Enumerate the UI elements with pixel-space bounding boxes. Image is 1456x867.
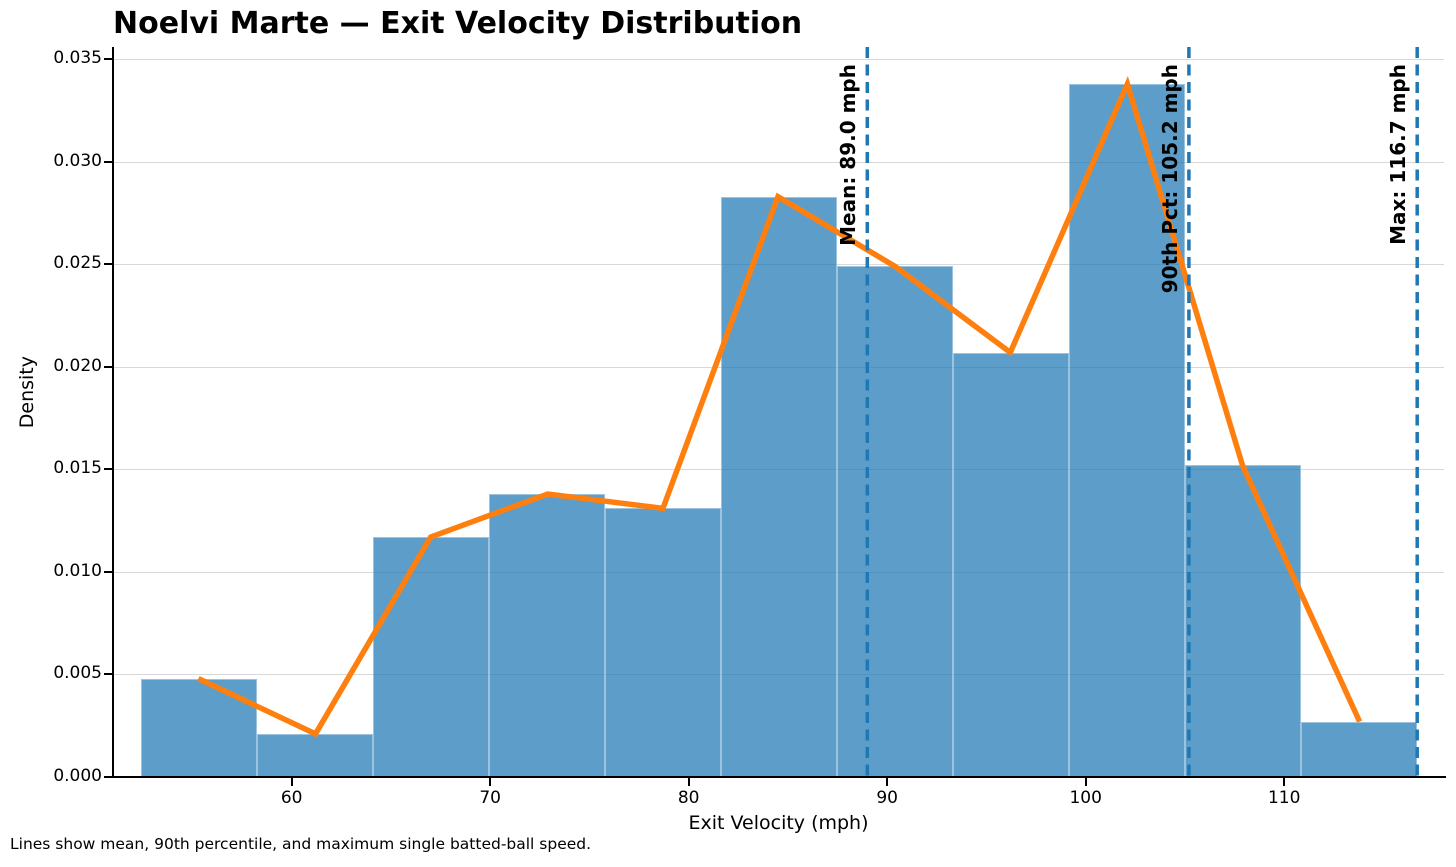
y-tick-label: 0.005 [53,663,102,684]
histogram-bar [1069,83,1186,777]
x-axis-spine [112,776,1446,778]
histogram-bar [836,266,954,777]
histogram-bar [256,733,373,777]
y-tick-label: 0.015 [53,458,102,479]
x-tick-label: 100 [1069,788,1102,808]
x-tick-label: 110 [1267,788,1301,808]
x-tick-label: 90 [876,788,898,808]
y-axis-spine [112,47,114,778]
y-tick-mark [104,365,112,368]
histogram-bar [953,352,1069,777]
x-tick-mark [290,778,293,786]
y-tick-mark [104,570,112,573]
x-tick-mark [886,778,889,786]
y-tick-label: 0.030 [53,150,102,171]
x-tick-mark [1283,778,1286,786]
density-line [197,75,1363,738]
x-tick-mark [687,778,690,786]
chart-footnote: Lines show mean, 90th percentile, and ma… [10,835,592,853]
y-tick-label: 0.010 [53,560,102,581]
y-tick-label: 0.000 [53,766,102,786]
x-axis-label: Exit Velocity (mph) [688,812,869,834]
y-tick-mark [104,160,112,163]
y-tick-mark [104,673,112,676]
gridline [113,59,1444,61]
x-tick-label: 60 [280,788,303,808]
chart-lines-layer [197,47,1419,777]
y-tick-label: 0.020 [53,355,102,376]
x-tick-label: 70 [479,788,501,808]
chart-title: Noelvi Marte — Exit Velocity Distributio… [113,6,803,41]
histogram-bar [721,196,837,777]
y-tick-label: 0.025 [53,253,102,274]
histogram-bar [1185,465,1302,777]
y-tick-mark [104,58,112,61]
histogram-bar [372,537,489,777]
x-tick-mark [1084,778,1087,786]
y-tick-mark [104,776,112,778]
x-tick-label: 80 [677,788,700,808]
y-tick-mark [104,468,112,471]
y-tick-label: 0.035 [53,48,102,69]
plot-area [113,47,1444,777]
p90-vline-label: 90th Pct: 105.2 mph [1157,64,1182,294]
mean-vline-label: Mean: 89.0 mph [836,64,861,246]
x-tick-mark [489,778,492,786]
gridline [113,161,1444,163]
max-vline-label: Max: 116.7 mph [1386,64,1411,245]
y-tick-mark [104,263,112,266]
histogram-bar [604,508,722,777]
